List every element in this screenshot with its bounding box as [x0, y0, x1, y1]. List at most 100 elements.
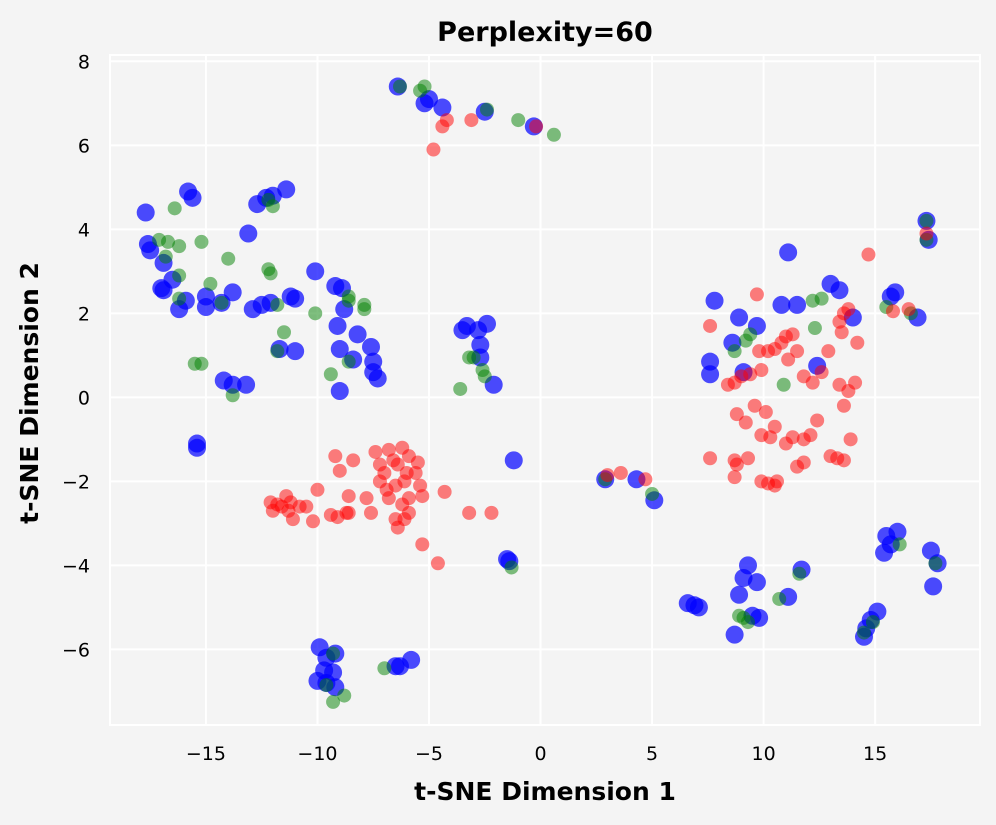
blue-point	[689, 598, 708, 617]
red-point	[729, 407, 744, 422]
red-point	[401, 505, 416, 520]
blue-point	[471, 335, 490, 354]
red-point	[390, 457, 405, 472]
green-point	[741, 615, 755, 630]
red-point	[413, 478, 428, 493]
green-point	[277, 325, 291, 340]
red-point	[703, 451, 718, 466]
red-point	[901, 302, 916, 317]
blue-point	[223, 283, 242, 302]
green-point	[326, 646, 341, 661]
red-point	[741, 451, 755, 466]
blue-point	[747, 573, 766, 592]
x-tick-label: −15	[186, 743, 226, 765]
x-tick-label: −10	[297, 743, 337, 765]
green-point	[341, 354, 356, 369]
red-point	[332, 463, 347, 478]
green-point	[546, 127, 561, 142]
green-point	[928, 556, 943, 571]
green-point	[504, 560, 519, 575]
blue-point	[504, 451, 523, 470]
red-point	[843, 432, 858, 447]
green-point	[453, 381, 468, 396]
green-point	[326, 694, 341, 709]
green-point	[776, 377, 791, 392]
red-point	[781, 352, 796, 367]
green-point	[158, 249, 173, 264]
blue-point	[239, 224, 258, 243]
green-point	[645, 486, 660, 501]
green-point	[814, 291, 829, 306]
red-point	[770, 474, 784, 489]
red-point	[747, 398, 762, 413]
blue-point	[830, 281, 849, 300]
red-point	[810, 413, 825, 428]
blue-point	[286, 289, 305, 308]
green-point	[743, 327, 758, 342]
green-point	[270, 297, 285, 312]
green-point	[772, 591, 787, 606]
green-point	[214, 295, 229, 310]
red-point	[613, 465, 628, 480]
blue-point	[730, 585, 749, 604]
green-point	[807, 321, 822, 336]
blue-point	[196, 298, 215, 317]
y-tick-label: −6	[62, 639, 90, 661]
tick-labels: −15 −10 −5 0 5 10 15 −6 −4 −2 0 2 4 6 8	[62, 51, 887, 765]
green-point	[417, 79, 432, 94]
blue-point	[188, 438, 206, 457]
red-point	[265, 503, 280, 518]
blue-point	[402, 650, 421, 669]
blue-point	[136, 203, 155, 222]
green-point	[357, 302, 372, 317]
red-point	[758, 405, 773, 420]
blue-point	[328, 316, 347, 335]
red-point	[638, 472, 653, 487]
red-point	[836, 453, 851, 468]
green-point	[172, 268, 187, 283]
red-point	[805, 375, 820, 390]
red-point	[803, 428, 818, 443]
red-point	[484, 505, 499, 520]
red-point	[832, 314, 847, 329]
green-point	[319, 678, 334, 693]
green-point	[865, 615, 880, 630]
green-point	[270, 344, 285, 359]
y-tick-label: 8	[78, 51, 90, 73]
green-point	[225, 388, 240, 403]
red-point	[426, 142, 441, 157]
green-point	[265, 199, 280, 214]
red-point	[814, 365, 829, 380]
chart-title: Perplexity=60	[437, 17, 653, 48]
blue-point	[705, 291, 724, 310]
red-point	[848, 375, 863, 390]
red-point	[529, 119, 544, 134]
blue-point	[924, 577, 943, 596]
red-point	[841, 302, 856, 317]
blue-point	[886, 283, 905, 302]
red-point	[738, 415, 753, 430]
green-point	[194, 234, 209, 249]
red-point	[821, 344, 836, 359]
green-point	[393, 79, 407, 94]
green-point	[308, 306, 323, 321]
red-point	[785, 327, 800, 342]
red-point	[836, 398, 851, 413]
red-point	[341, 489, 356, 504]
blue-point	[788, 295, 807, 314]
red-point	[743, 367, 758, 382]
x-tick-label: 5	[646, 743, 658, 765]
blue-point	[330, 382, 349, 401]
green-point	[377, 661, 392, 676]
green-point	[792, 566, 807, 581]
red-point	[767, 419, 782, 434]
blue-point	[237, 375, 256, 394]
red-point	[401, 491, 416, 506]
red-point	[410, 455, 425, 470]
green-point	[466, 350, 481, 365]
red-point	[368, 444, 383, 459]
green-point	[161, 234, 175, 249]
red-point	[886, 304, 900, 319]
blue-point	[286, 342, 305, 361]
